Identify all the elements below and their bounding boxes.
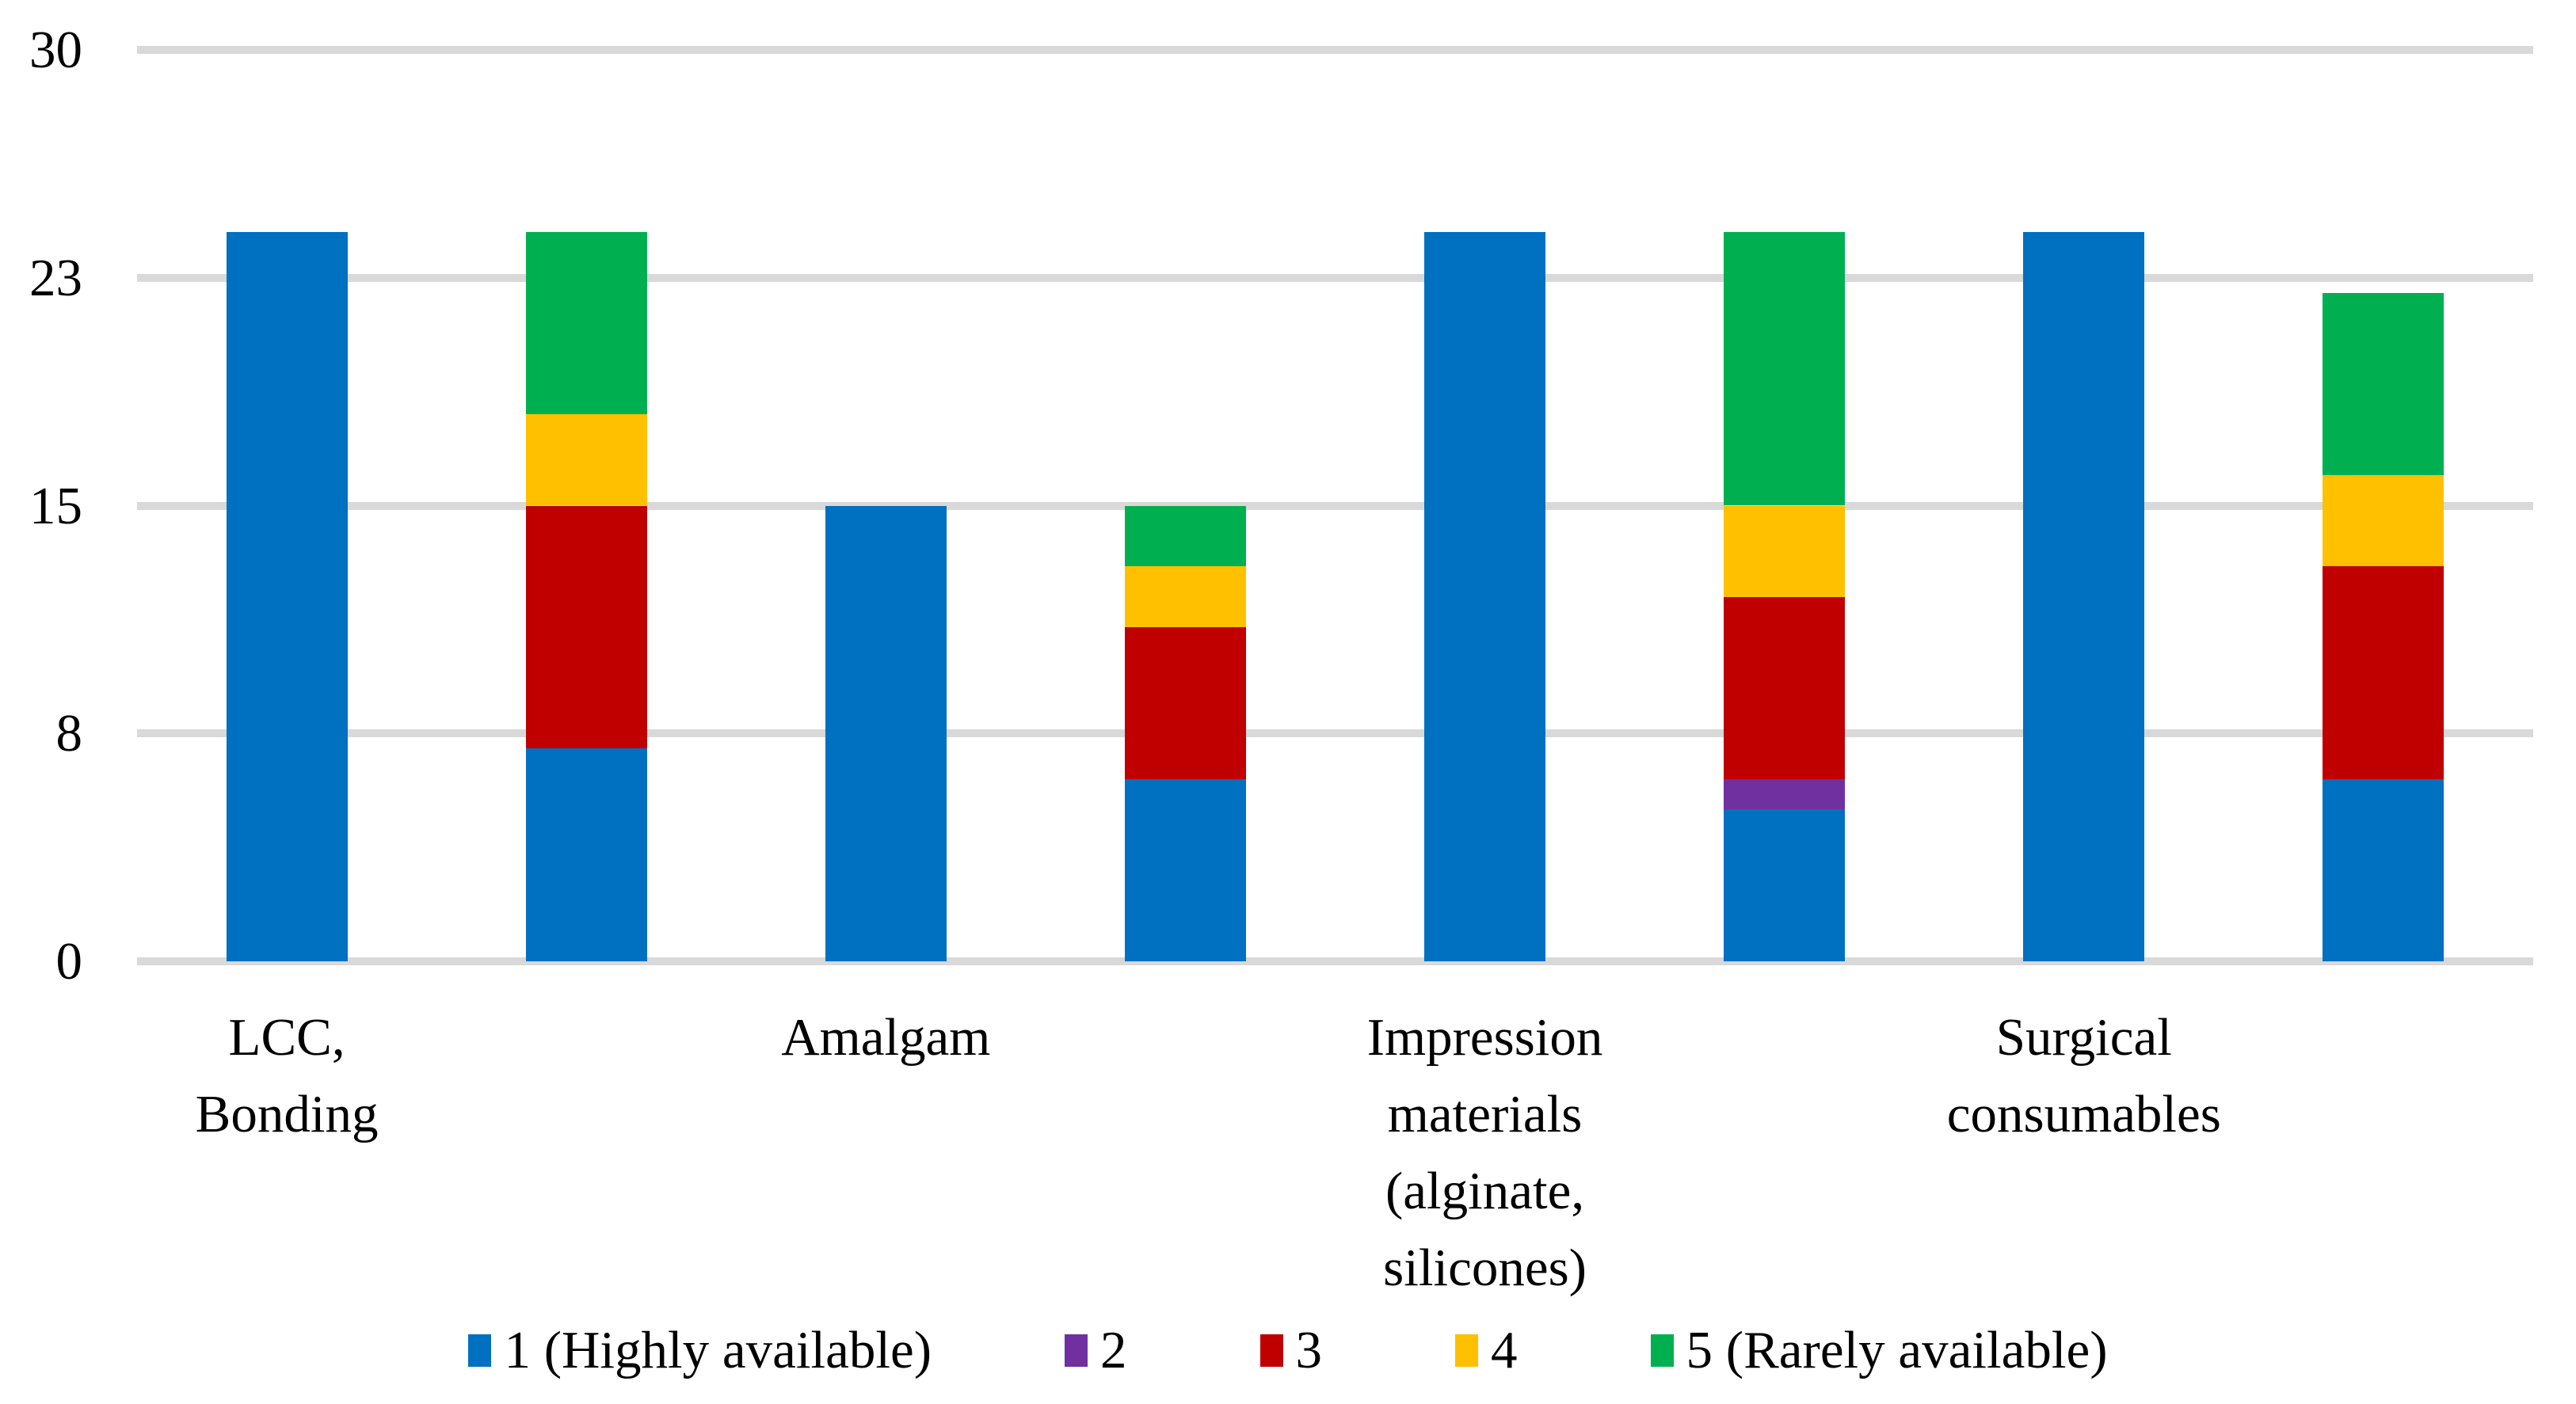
bar-segment-series-5 <box>525 232 647 415</box>
legend-item: 5 (Rarely available) <box>1650 1315 2108 1386</box>
bar-segment-series-1 <box>2023 232 2145 961</box>
legend-swatch-icon <box>1259 1334 1283 1367</box>
legend-label: 5 (Rarely available) <box>1686 1321 2108 1379</box>
x-axis-category-label-line: consumables <box>1946 1085 2221 1143</box>
y-gridline <box>137 46 2533 54</box>
x-axis-category-label: Surgical consumables <box>1799 999 2369 1153</box>
bar-segment-series-3 <box>1724 596 1846 779</box>
y-axis-tick-label: 0 <box>55 932 83 991</box>
y-axis-tick-label: 23 <box>29 248 82 307</box>
legend-swatch-icon <box>468 1334 492 1367</box>
bar-segment-series-1 <box>1424 232 1546 961</box>
bar-segment-series-1 <box>1124 778 1246 961</box>
bar-segment-series-4 <box>1724 505 1846 597</box>
legend-item: 2 <box>1065 1315 1127 1386</box>
y-axis-tick-label: 30 <box>29 21 82 79</box>
legend-item: 1 (Highly available) <box>468 1315 932 1386</box>
y-gridline <box>137 957 2533 965</box>
legend-label: 4 <box>1491 1321 1518 1379</box>
legend-swatch-icon <box>1650 1334 1674 1367</box>
bar-segment-series-1 <box>525 748 647 961</box>
bar-segment-series-5 <box>2323 292 2445 476</box>
legend-label: 2 <box>1100 1321 1127 1379</box>
bar-segment-series-3 <box>1124 626 1246 779</box>
legend-swatch-icon <box>1065 1334 1088 1367</box>
bar-segment-series-4 <box>1124 566 1246 627</box>
x-axis-category-label: LCC, Bonding <box>2 999 572 1153</box>
legend-label: 1 (Highly available) <box>504 1321 932 1379</box>
x-axis-category-label-line: Surgical <box>1995 1008 2172 1067</box>
bar-segment-series-5 <box>1724 232 1846 506</box>
legend-label: 3 <box>1295 1321 1323 1379</box>
x-axis-category-label-line: Bonding <box>195 1085 379 1143</box>
bar-segment-series-4 <box>2323 475 2445 567</box>
bar-segment-series-2 <box>1724 778 1846 810</box>
y-gridline <box>137 273 2533 282</box>
x-axis-category-label: Amalgam <box>600 999 1171 1076</box>
legend-item: 4 <box>1455 1315 1518 1386</box>
y-axis-tick-label: 8 <box>55 704 83 763</box>
bar-segment-series-1 <box>226 232 348 961</box>
x-axis-category-label: Impression materials (alginate, silicones) <box>1200 999 1770 1307</box>
bar-segment-series-3 <box>525 505 647 749</box>
bar-segment-series-1 <box>2323 778 2445 961</box>
x-axis-category-label-line: Impression <box>1366 1008 1603 1067</box>
bar-segment-series-4 <box>525 414 647 506</box>
x-axis-category-label-line: LCC, <box>228 1008 345 1067</box>
x-axis-category-label-line: materials <box>1387 1085 1583 1143</box>
legend-swatch-icon <box>1455 1334 1479 1367</box>
y-gridline <box>137 501 2533 510</box>
legend: 1 (Highly available) 2 3 4 5 (Rarely availab… <box>0 1315 2576 1386</box>
bar-segment-series-1 <box>1724 809 1846 961</box>
legend-item: 3 <box>1259 1315 1323 1386</box>
bar-segment-series-5 <box>1124 505 1246 567</box>
y-gridline <box>137 729 2533 738</box>
x-axis-category-label-line: Amalgam <box>781 1008 991 1067</box>
y-axis-tick-label: 15 <box>29 476 82 535</box>
bar-segment-series-1 <box>825 505 947 961</box>
bar-segment-series-3 <box>2323 566 2445 779</box>
x-axis-category-label-line: (alginate, <box>1385 1162 1585 1220</box>
x-axis-category-label-line: silicones) <box>1383 1238 1587 1297</box>
